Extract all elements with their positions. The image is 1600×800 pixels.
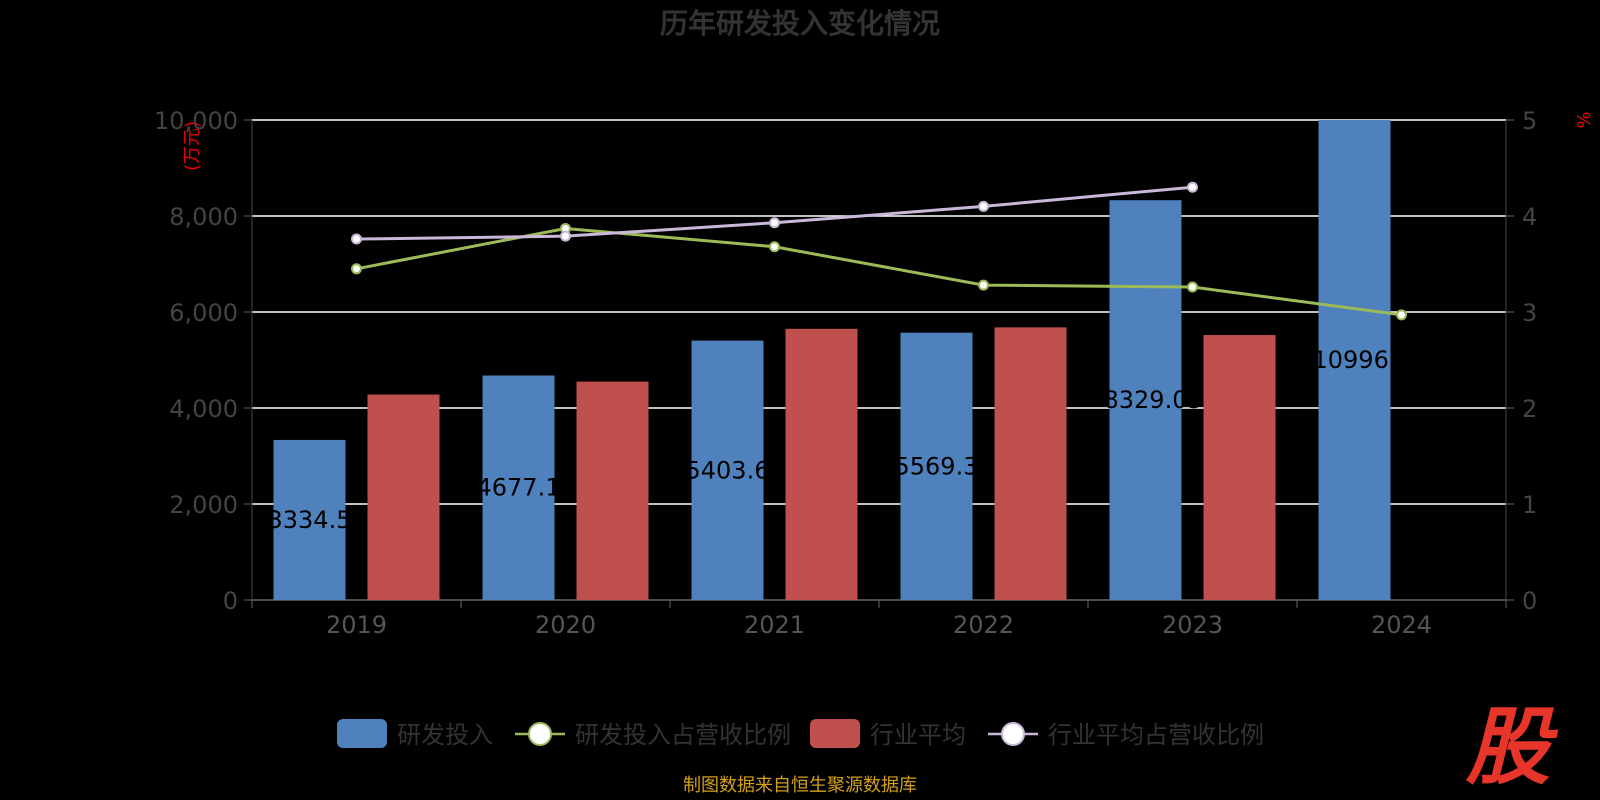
bar-value-label: 5403.64 — [686, 456, 785, 484]
x-tick-label: 2022 — [953, 611, 1014, 639]
legend-label: 行业平均占营收比例 — [1048, 721, 1264, 749]
right-tick-label: 3 — [1522, 299, 1537, 327]
x-tick-label: 2021 — [744, 611, 805, 639]
left-tick-label: 6,000 — [169, 299, 238, 327]
bar-industry — [367, 394, 440, 600]
right-tick-label: 0 — [1522, 587, 1537, 615]
legend[interactable]: 研发投入 研发投入占营收比例 行业平均 行业平均占营收比例 — [337, 719, 1264, 749]
axes: 0 2,000 4,000 6,000 8,000 10,000 0 1 2 3 4 5 2019 202… — [154, 107, 1537, 639]
data-labels: 3334.52 4677.11 5403.64 5569.37 8329.05 10996… — [268, 346, 1428, 534]
bar-value-label: 8329.05 — [1104, 386, 1203, 414]
x-tick-label: 2024 — [1371, 611, 1432, 639]
legend-swatch-marker — [1001, 722, 1025, 746]
legend-label: 研发投入占营收比例 — [575, 721, 791, 749]
legend-swatch — [810, 719, 860, 748]
line-point — [978, 200, 989, 212]
chart-title: 历年研发投入变化情况 — [660, 7, 940, 40]
right-tick-label: 5 — [1522, 107, 1537, 135]
bar-industry — [1203, 335, 1276, 600]
bar-industry — [576, 381, 649, 600]
left-axis-unit: (万元) — [182, 121, 203, 171]
bar-rd — [900, 332, 973, 600]
left-tick-label: 2,000 — [169, 491, 238, 519]
x-tick-label: 2023 — [1162, 611, 1223, 639]
logo-icon: 股 — [1465, 698, 1559, 796]
bar-rd — [273, 439, 346, 600]
grid-lines — [252, 119, 1506, 505]
legend-label: 研发投入 — [397, 721, 493, 749]
line-point — [769, 241, 780, 253]
right-tick-label: 2 — [1522, 395, 1537, 423]
x-tick-label: 2019 — [326, 611, 387, 639]
line-point — [1396, 309, 1407, 321]
bar-rd — [691, 340, 764, 600]
right-tick-label: 1 — [1522, 491, 1537, 519]
bar-rd — [1318, 120, 1391, 600]
lines — [351, 181, 1407, 321]
line-point — [560, 230, 571, 242]
line-0 — [356, 226, 1402, 317]
bar-value-label: 10996.28 — [1313, 346, 1428, 374]
line-point — [1187, 181, 1198, 193]
right-tick-label: 4 — [1522, 203, 1537, 231]
line-point — [1187, 281, 1198, 293]
left-tick-label: 0 — [223, 587, 238, 615]
bar-value-label: 4677.11 — [477, 474, 576, 502]
legend-swatch-marker — [528, 722, 552, 746]
x-tick-label: 2020 — [535, 611, 596, 639]
source-note: 制图数据来自恒生聚源数据库 — [683, 775, 917, 796]
bar-industry — [785, 328, 858, 600]
right-axis-unit: % — [1574, 111, 1595, 128]
legend-swatch — [337, 719, 387, 748]
bars — [273, 120, 1391, 600]
bar-industry — [994, 327, 1067, 600]
line-point — [351, 263, 362, 275]
line-1 — [356, 185, 1193, 241]
bar-value-label: 5569.37 — [895, 452, 994, 480]
left-tick-label: 8,000 — [169, 203, 238, 231]
bar-value-label: 3334.52 — [268, 506, 367, 534]
legend-label: 行业平均 — [870, 721, 966, 749]
line-point — [769, 217, 780, 229]
line-point — [351, 233, 362, 245]
left-tick-label: 10,000 — [154, 107, 238, 135]
bar-rd — [1109, 200, 1182, 600]
left-tick-label: 4,000 — [169, 395, 238, 423]
line-point — [978, 279, 989, 291]
bar-rd — [482, 375, 555, 600]
